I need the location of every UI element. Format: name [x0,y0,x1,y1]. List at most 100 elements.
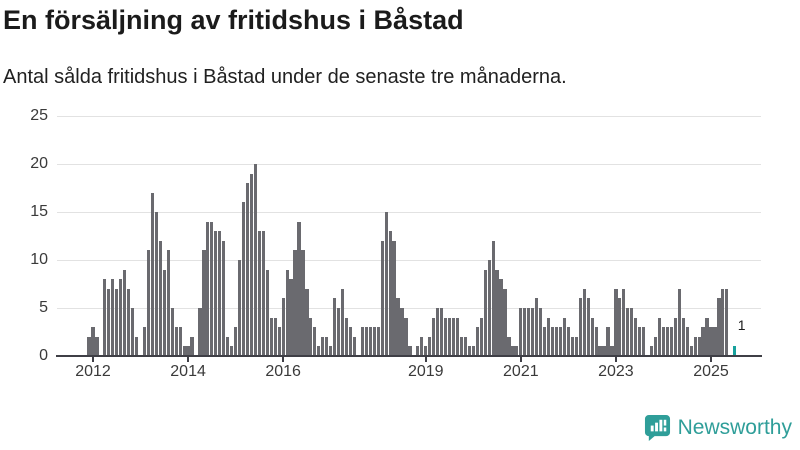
bar [527,308,531,356]
newsworthy-logo[interactable]: Newsworthy [644,414,792,441]
bar [649,346,654,356]
bar [329,346,333,356]
bar [115,288,119,356]
bar [701,327,705,356]
bar [234,327,238,356]
bar [661,327,666,356]
x-tick-label: 2019 [407,363,444,380]
bar [218,231,222,356]
bar [301,250,305,356]
bar [606,327,610,356]
bar [198,308,202,356]
bar [368,327,372,356]
bar [325,336,329,356]
bar [443,317,448,356]
bar [154,212,158,356]
x-tick [92,357,94,362]
bar [222,240,226,356]
bar [697,336,701,356]
bar [107,288,111,356]
bar [665,327,669,356]
x-tick-label: 2012 [75,363,111,380]
bar [554,327,559,356]
bar [693,336,697,356]
x-tick-label: 2023 [598,363,634,380]
bar [447,317,452,356]
bar [634,317,638,356]
bar [119,279,123,356]
y-tick-label: 10 [30,251,48,268]
bar [539,308,543,356]
bar [705,317,709,356]
brand-name: Newsworthy [677,415,792,439]
bar [669,327,673,356]
newsworthy-bar-chart-bubble-icon [644,414,671,441]
bar [293,250,297,356]
latest-value-label: 1 [737,317,746,333]
bar [344,317,349,356]
bar [178,327,182,356]
bar [174,327,178,356]
bar [142,327,147,356]
bar [123,269,127,356]
bar [277,327,281,356]
bar [210,221,214,356]
bar [400,308,404,356]
bar [313,327,317,356]
bar [618,298,622,356]
bar [348,327,353,356]
bar [463,336,467,356]
bar [483,269,487,356]
y-tick-label: 25 [30,107,48,124]
bar [622,288,626,356]
bar [459,336,463,356]
bar [340,288,345,356]
gridline [57,115,761,117]
bar [230,346,234,356]
bar [273,317,277,356]
bar [535,298,539,356]
bar [131,308,135,356]
bar [170,308,174,356]
bar [384,212,388,356]
x-tick [424,357,427,362]
bar [166,250,170,356]
bar [657,317,662,356]
bar [471,346,475,356]
chart-subtitle: Antal sålda fritidshus i Båstad under de… [3,66,567,88]
x-tick-label: 2021 [503,363,539,380]
bar [305,288,309,356]
bar [416,346,420,356]
bar [245,183,250,356]
bar [281,298,285,356]
bar [372,327,376,356]
bar [190,336,194,356]
x-tick-label: 2025 [693,363,729,380]
bar [162,269,166,356]
x-tick [282,357,285,362]
bar [253,164,257,356]
x-tick [614,357,617,362]
bar [158,240,162,356]
bar [269,317,273,356]
bar [226,336,230,356]
bar [578,298,582,356]
bar [360,327,364,356]
bar [626,308,630,356]
gridline [57,211,761,213]
bar [214,231,218,356]
bar [725,288,729,356]
bar [285,269,289,356]
bar [317,346,321,356]
x-tick-label: 2014 [170,363,206,380]
bar [388,231,392,356]
bar [487,260,491,356]
bar [515,346,519,356]
bar [376,327,380,356]
bar [424,346,428,356]
bar [602,346,606,356]
bar [495,269,499,356]
bar [709,327,713,356]
bar [352,336,357,356]
